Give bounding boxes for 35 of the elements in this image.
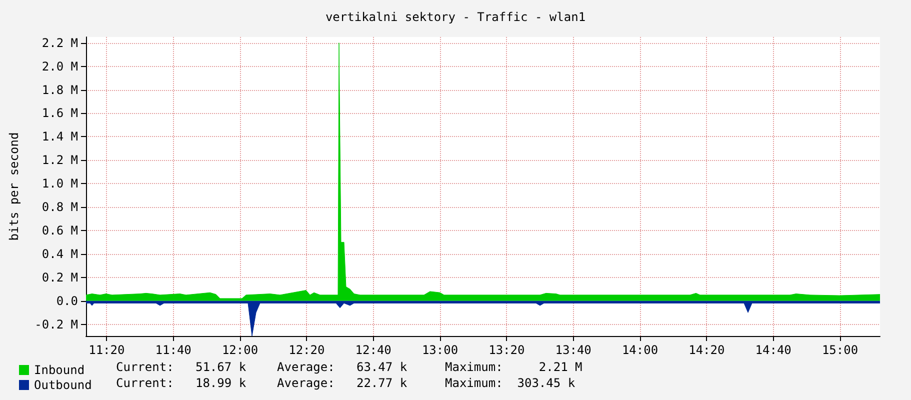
- x-tick-label: 12:40: [355, 343, 392, 357]
- y-tick-label: 0.6 M: [42, 223, 78, 238]
- y-tick-label: 0.0: [56, 294, 78, 308]
- x-tick-label: 13:00: [422, 343, 458, 357]
- y-tick-label: 2.2 M: [42, 36, 78, 50]
- x-tick-label: 15:00: [822, 343, 858, 357]
- y-tick-label: 1.6 M: [42, 106, 78, 120]
- y-tick-label: 0.4 M: [42, 246, 78, 261]
- y-tick-label: 1.2 M: [42, 153, 78, 168]
- x-tick-label: 14:00: [622, 343, 658, 357]
- x-tick-label: 12:20: [288, 343, 325, 357]
- text: Maximum: 303.45 k: [445, 376, 576, 390]
- x-tick-label: 13:40: [555, 343, 592, 357]
- text: Average: 22.77 k: [277, 376, 408, 390]
- y-tick-label: 1.8 M: [42, 82, 78, 97]
- y-tick-label: 0.8 M: [42, 200, 78, 214]
- x-tick-label: 11:40: [155, 343, 192, 357]
- y-tick-label: 1.0 M: [42, 176, 78, 191]
- text: Maximum: 2.21 M: [445, 360, 582, 374]
- y-tick-label: -0.2 M: [34, 317, 78, 332]
- x-tick-label: 12:00: [222, 343, 258, 357]
- x-tick-label: 13:20: [488, 343, 525, 357]
- y-tick-label: 0.2 M: [42, 270, 78, 284]
- x-tick-label: 14:20: [688, 343, 725, 357]
- y-tick-label: 2.0 M: [42, 59, 78, 74]
- x-tick-label: 11:20: [88, 343, 125, 357]
- text: Average: 63.47 k: [277, 360, 408, 374]
- text: Current: 18.99 k: [116, 376, 247, 390]
- legend-label: Outbound: [34, 378, 92, 392]
- y-tick-label: 1.4 M: [42, 130, 78, 144]
- chart-title: vertikalni sektory - Traffic - wlan1: [325, 10, 586, 24]
- legend-label: Inbound: [34, 363, 85, 377]
- x-tick-label: 14:40: [755, 343, 792, 357]
- y-axis-title: bits per second: [7, 132, 21, 241]
- text: Current: 51.67 k: [116, 360, 247, 374]
